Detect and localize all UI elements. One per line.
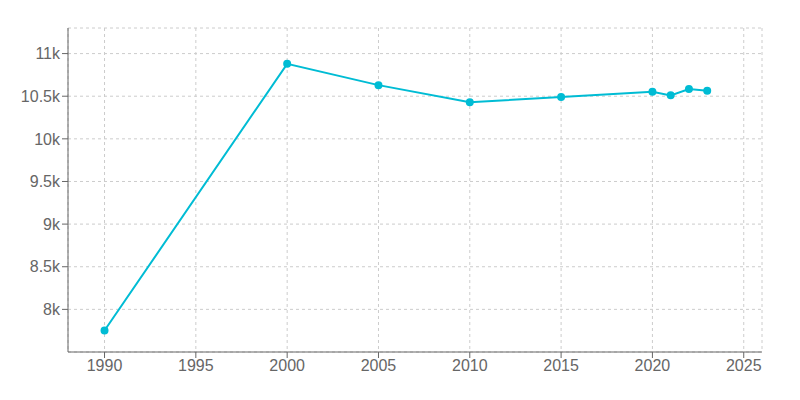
- svg-text:1995: 1995: [178, 357, 214, 374]
- svg-text:2010: 2010: [452, 357, 488, 374]
- svg-text:8k: 8k: [43, 301, 61, 318]
- svg-text:11k: 11k: [35, 45, 61, 62]
- svg-text:10.5k: 10.5k: [21, 88, 61, 105]
- svg-text:10k: 10k: [34, 131, 61, 148]
- svg-text:1990: 1990: [87, 357, 123, 374]
- svg-text:9k: 9k: [43, 216, 61, 233]
- svg-text:2025: 2025: [726, 357, 762, 374]
- svg-text:9.5k: 9.5k: [30, 173, 61, 190]
- svg-text:8.5k: 8.5k: [30, 258, 61, 275]
- svg-text:2020: 2020: [635, 357, 671, 374]
- svg-text:2005: 2005: [361, 357, 397, 374]
- svg-text:2000: 2000: [269, 357, 305, 374]
- svg-text:2015: 2015: [543, 357, 579, 374]
